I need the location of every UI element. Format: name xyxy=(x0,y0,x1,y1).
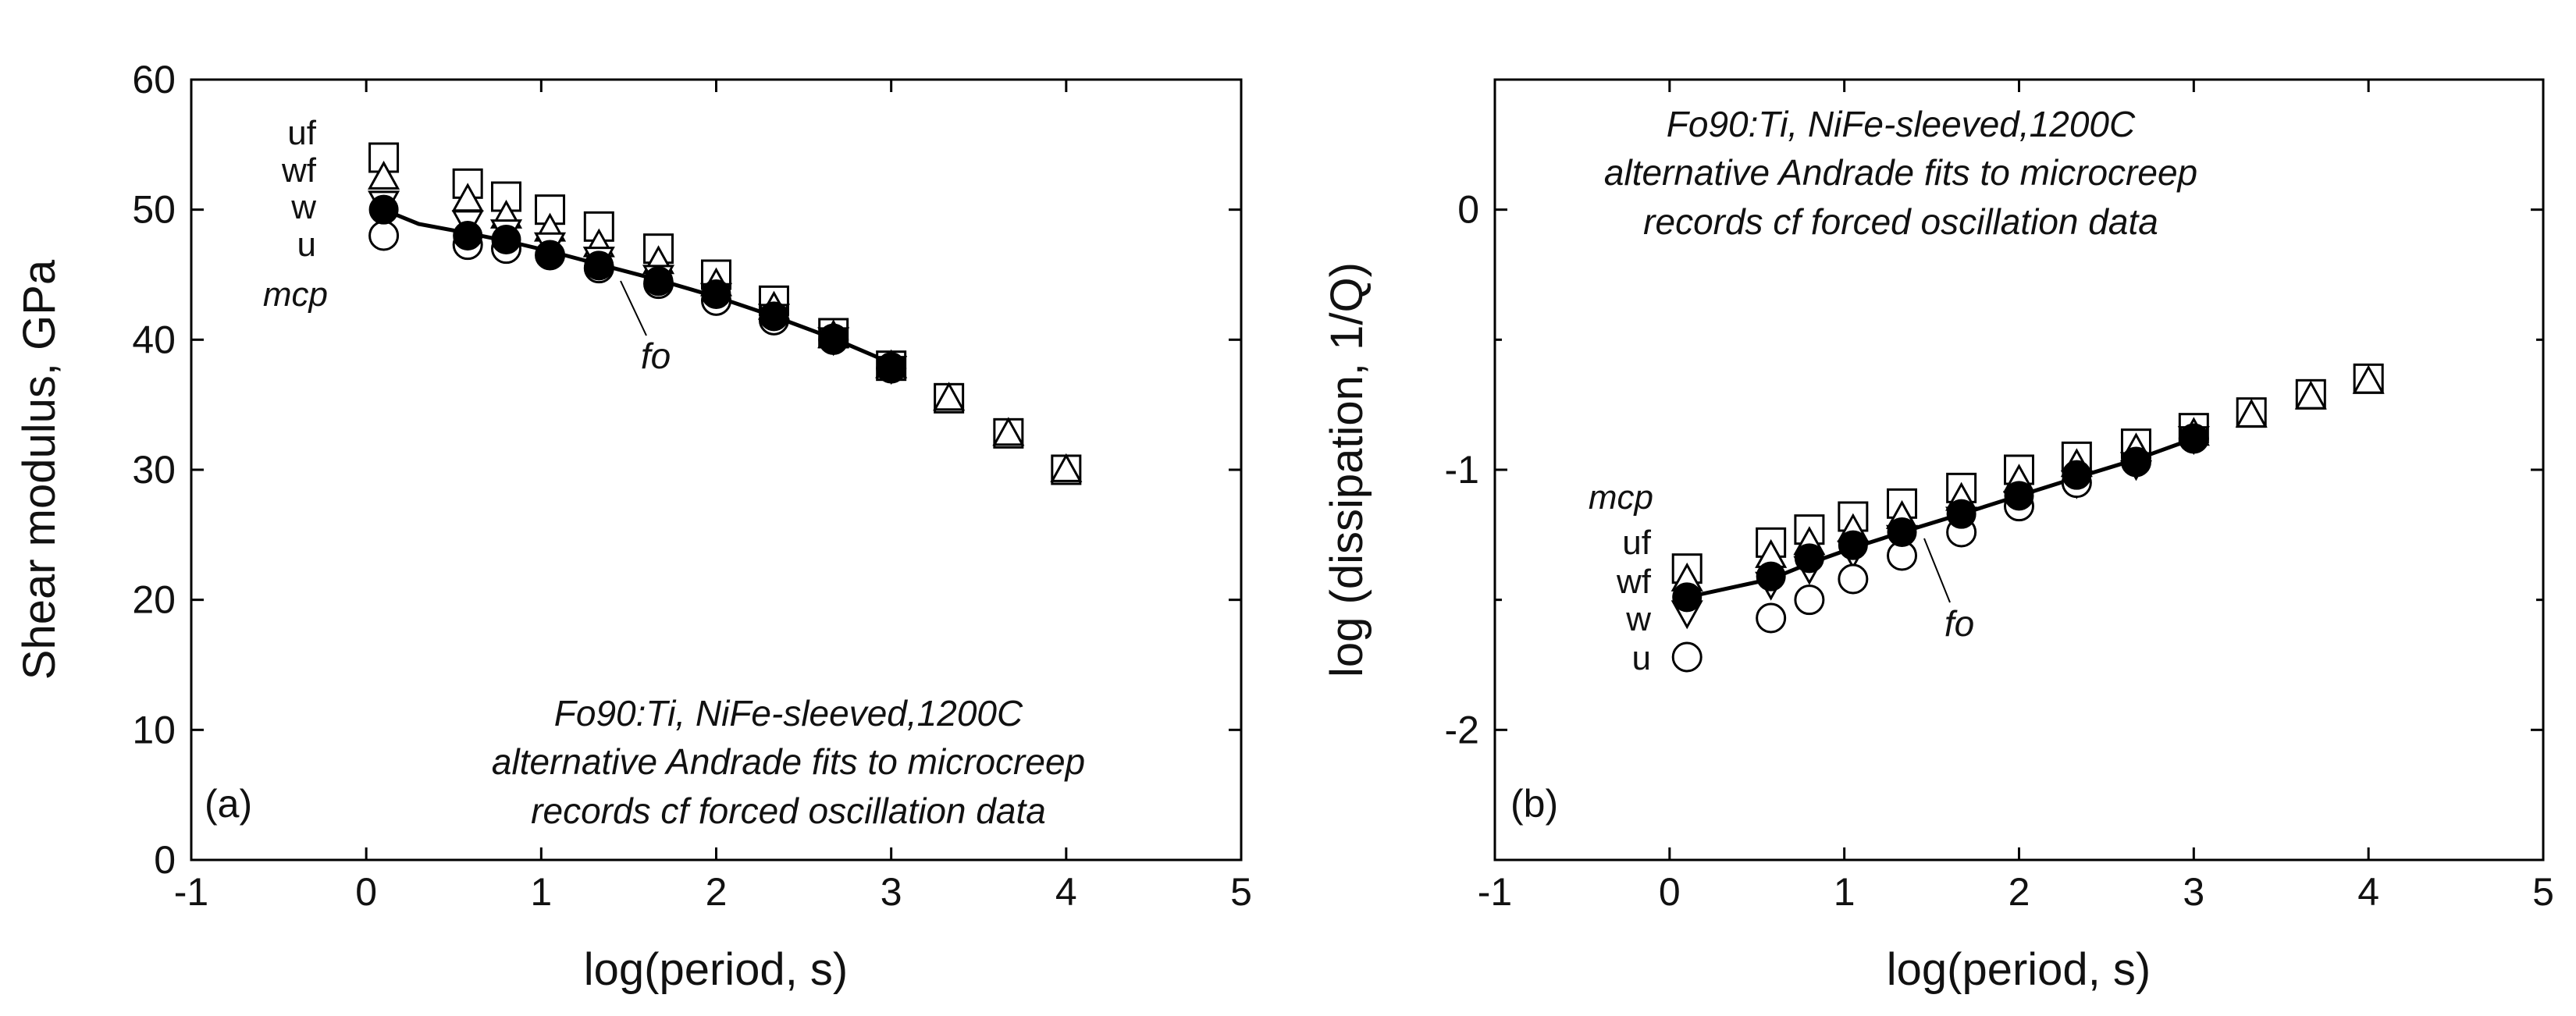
panel-b-ticks xyxy=(1493,78,2545,861)
panel-a-y-tick-label: 60 xyxy=(132,58,176,101)
panel-a-fo-pointer xyxy=(620,280,647,336)
panel-a-point-fo xyxy=(453,221,483,250)
panel-b-annotation-line-3: records cf forced oscillation data xyxy=(1643,201,2158,242)
panel-a-annotation-line-2: alternative Andrade fits to microcreep xyxy=(492,741,1085,782)
panel-b-panel-label: (b) xyxy=(1510,782,1558,826)
panel-a-mcp-curve xyxy=(373,195,892,365)
panel-b-annotation-line-2: alternative Andrade fits to microcreep xyxy=(1604,152,2197,193)
panel-b-point-fo xyxy=(1838,530,1868,560)
panel-a-point-wf xyxy=(992,417,1025,446)
panel-b-x-tick-label: 2 xyxy=(2008,870,2030,914)
panel-b-point-fo xyxy=(1794,543,1824,574)
panel-b-y-axis-label: log (dissipation, 1/Q) xyxy=(1322,262,1372,677)
panel-a-legend-mcp: mcp xyxy=(263,275,328,314)
panel-a-annotation-line-3: records cf forced oscillation data xyxy=(531,790,1046,831)
panel-b-x-tick-label: -1 xyxy=(1478,870,1512,914)
panel-b-legend-wf: wf xyxy=(1616,563,1652,601)
panel-b-point-wf xyxy=(2352,364,2385,394)
panel-a-point-fo xyxy=(643,266,674,297)
panel-a-fo-label: fo xyxy=(641,336,671,376)
panel-b-legend-mcp: mcp xyxy=(1589,478,1653,517)
panel-a-x-tick-label: 1 xyxy=(530,870,552,914)
panel-a-y-tick-label: 10 xyxy=(132,708,176,751)
panel-a-x-tick-label: 4 xyxy=(1055,870,1077,914)
panel-a-y-tick-label: 40 xyxy=(132,318,176,361)
panel-b-x-tick-label: 4 xyxy=(2357,870,2379,914)
panel-a-x-axis-label: log(period, s) xyxy=(584,944,848,995)
panel-a-y-tick-label: 0 xyxy=(154,838,176,882)
panel-a-point-u xyxy=(368,220,400,251)
panel-b-point-fo xyxy=(1887,517,1917,547)
panel-b-x-tick-label: 0 xyxy=(1659,870,1681,914)
panel-b-x-axis-label: log(period, s) xyxy=(1887,944,2151,995)
panel-b-data-points xyxy=(1670,363,2385,673)
panel-b-x-tick-label: 5 xyxy=(2532,870,2554,914)
panel-a-y-tick-label: 30 xyxy=(132,448,176,492)
panel-b-point-fo xyxy=(2121,447,2151,477)
panel-a-ticks xyxy=(190,78,1243,861)
panel-b-mcp-curve-line xyxy=(1686,436,2195,599)
panel-a-y-tick-label: 20 xyxy=(132,578,176,622)
panel-a-point-fo xyxy=(818,323,849,353)
panel-a-point-fo xyxy=(535,240,565,270)
panel-a-point-fo xyxy=(876,352,906,382)
panel-b-point-fo xyxy=(2179,424,2209,453)
panel-a-point-wf xyxy=(368,160,400,190)
panel-b-point-u xyxy=(1671,641,1703,673)
panel-b-point-fo xyxy=(1672,582,1703,613)
panel-a-legend-w: w xyxy=(290,188,316,226)
panel-a-mcp-curve-line xyxy=(373,195,892,365)
panel-a-x-tick-label: -1 xyxy=(174,870,208,914)
panel-b-y-tick-label: -1 xyxy=(1445,448,1479,492)
panel-b-point-fo xyxy=(1756,561,1786,591)
panel-b-fo-label: fo xyxy=(1944,603,1974,644)
panel-b-annotation-line-1: Fo90:Ti, NiFe-sleeved,1200C xyxy=(1667,104,2136,144)
panel-a-x-tick-label: 3 xyxy=(881,870,902,914)
panel-b-point-u xyxy=(1756,602,1787,634)
panel-b-x-tick-label: 1 xyxy=(1834,870,1856,914)
panel-a-point-fo xyxy=(701,279,731,309)
panel-b-point-wf xyxy=(2235,398,2268,428)
panel-a-point-fo xyxy=(584,250,614,281)
panel-a-y-axis-label: Shear modulus, GPa xyxy=(14,259,65,680)
panel-b-point-wf xyxy=(2294,380,2327,410)
panel-a-point-wf xyxy=(1050,453,1083,482)
panel-b-y-tick-label: -2 xyxy=(1445,708,1479,751)
panel-a-x-tick-label: 2 xyxy=(706,870,728,914)
panel-a-point-fo xyxy=(759,301,789,332)
panel-a-panel-label: (a) xyxy=(205,782,252,826)
panel-a-x-tick-label: 5 xyxy=(1230,870,1252,914)
panel-a-legend-uf: uf xyxy=(287,114,316,152)
panel-a-data-points xyxy=(368,142,1083,485)
panel-b-fo-pointer xyxy=(1923,538,1951,603)
panel-b-x-tick-labels: -1 0 1 2 3 4 5 xyxy=(1478,870,2554,914)
panel-a-legend-u: u xyxy=(297,226,316,264)
panel-a-annotation-line-1: Fo90:Ti, NiFe-sleeved,1200C xyxy=(554,693,1023,734)
panel-a-y-tick-label: 50 xyxy=(132,188,176,232)
panel-a-point-fo xyxy=(368,194,399,225)
panel-b-mcp-curve xyxy=(1686,436,2195,599)
panel-a-point-wf xyxy=(933,382,966,411)
panel-b-legend-uf: uf xyxy=(1622,524,1651,562)
panel-b-y-tick-label: 0 xyxy=(1457,188,1479,232)
panel-a-x-tick-labels: -1 0 1 2 3 4 5 xyxy=(174,870,1252,914)
panel-b-point-u xyxy=(1794,584,1825,616)
panel-a-legend-wf: wf xyxy=(281,151,317,190)
panel-b-y-tick-labels: -2 -1 0 xyxy=(1445,188,1479,752)
panel-b-point-fo xyxy=(2004,481,2034,511)
panel-b-point-fo xyxy=(1946,499,1976,529)
panel-a-point-fo xyxy=(491,225,521,254)
panel-b-x-tick-label: 3 xyxy=(2183,870,2204,914)
panel-b-point-fo xyxy=(2062,460,2092,490)
panel-a-x-tick-label: 0 xyxy=(355,870,377,914)
panel-b-chart: -1 0 1 2 3 4 5 -2 -1 0 log(period, s) log (dissi… xyxy=(1322,78,2554,995)
panel-b-legend-w: w xyxy=(1625,600,1651,638)
panel-a-y-tick-labels: 0 10 20 30 40 50 60 xyxy=(132,58,176,882)
panel-b-point-u xyxy=(1838,563,1869,595)
panel-b-legend-u: u xyxy=(1632,639,1651,677)
